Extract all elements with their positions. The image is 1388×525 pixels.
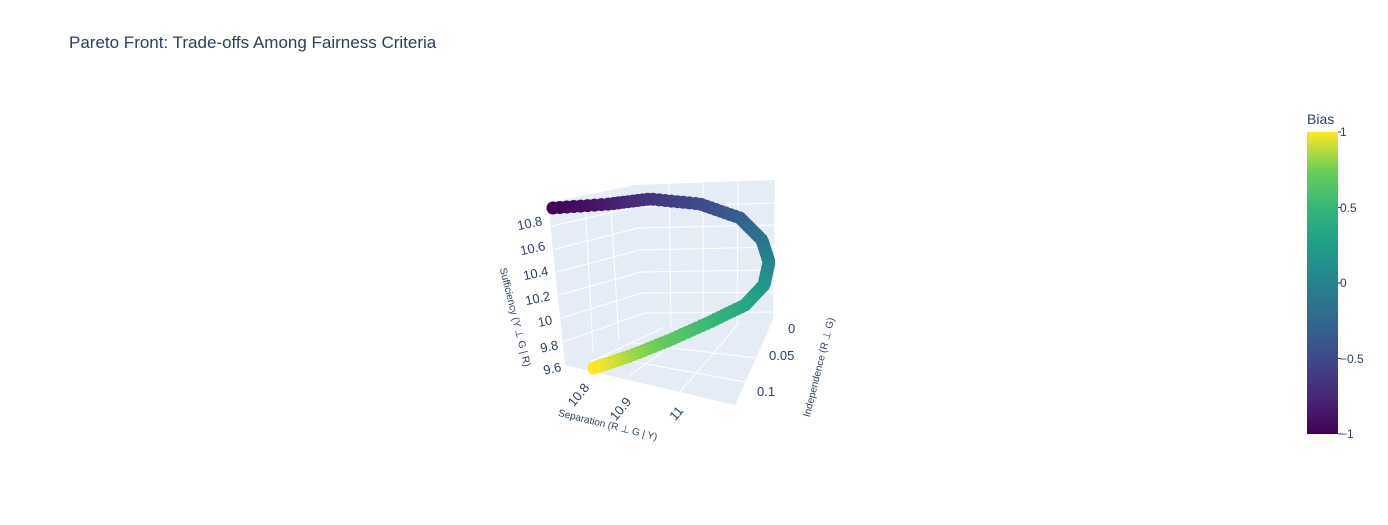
colorbar-title: Bias	[1307, 111, 1334, 127]
colorbar-tick-label: 0.5	[1340, 201, 1357, 215]
colorbar-tick-label: −1	[1340, 427, 1354, 441]
colorbar: Bias 1 0.5 0 −0.5 −1	[1307, 111, 1364, 441]
z-axis-ticks: 10.8 10.6 10.4 10.2 10 9.8 9.6	[516, 213, 563, 377]
chart-title: Pareto Front: Trade-offs Among Fairness …	[69, 33, 437, 52]
z-tick-label: 10.4	[522, 263, 550, 283]
z-tick-label: 9.8	[539, 337, 560, 355]
y-tick-label: 0.05	[769, 348, 794, 363]
left-pane	[548, 185, 645, 365]
y-tick-label: 0.1	[757, 384, 775, 399]
colorbar-tick-label: −0.5	[1340, 352, 1364, 366]
y-axis-title: Independence (R ⊥ G)	[802, 317, 837, 419]
floor-pane	[565, 320, 773, 405]
x-tick-label: 10.9	[607, 394, 635, 423]
z-tick-label: 10.2	[524, 288, 552, 308]
z-tick-label: 10	[536, 312, 553, 330]
y-tick-label: 0	[788, 321, 795, 336]
z-tick-label: 10.8	[516, 213, 544, 233]
colorbar-tick-label: 1	[1340, 125, 1347, 139]
colorbar-gradient	[1307, 132, 1338, 434]
x-tick-label: 11	[666, 403, 686, 423]
scatter-series	[546, 192, 776, 375]
z-tick-label: 9.6	[542, 359, 563, 377]
x-tick-label: 10.8	[565, 380, 593, 409]
y-axis-ticks: 0 0.05 0.1	[757, 321, 795, 399]
colorbar-tick-label: 0	[1340, 276, 1347, 290]
z-tick-label: 10.6	[519, 238, 547, 258]
scatter-point	[587, 361, 601, 375]
